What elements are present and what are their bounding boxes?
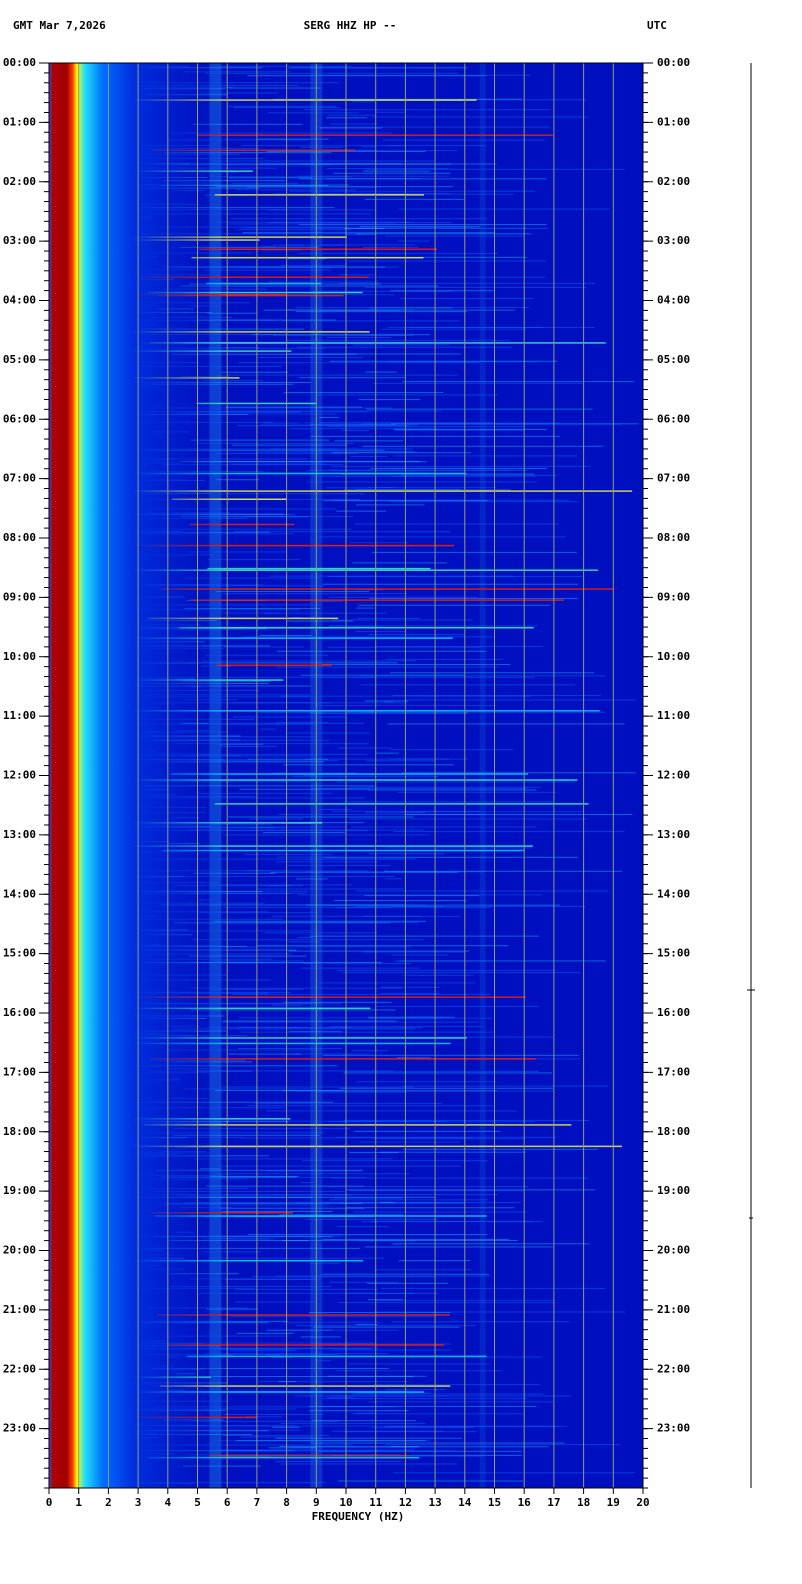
y-tick-label: 22:00: [657, 1362, 690, 1375]
y-tick-label: 14:00: [3, 887, 36, 900]
x-tick-label: 20: [636, 1496, 649, 1509]
x-tick-label: 13: [428, 1496, 441, 1509]
y-tick-label: 18:00: [3, 1125, 36, 1138]
x-tick-label: 12: [399, 1496, 412, 1509]
x-tick-label: 6: [224, 1496, 231, 1509]
y-tick-label: 02:00: [3, 175, 36, 188]
y-tick-label: 04:00: [3, 294, 36, 307]
y-tick-label: 00:00: [3, 56, 36, 69]
y-tick-label: 03:00: [3, 234, 36, 247]
x-tick-label: 9: [313, 1496, 320, 1509]
y-tick-label: 19:00: [657, 1184, 690, 1197]
y-tick-label: 14:00: [657, 887, 690, 900]
y-tick-label: 04:00: [657, 294, 690, 307]
y-tick-label: 10:00: [657, 650, 690, 663]
x-tick-label: 19: [607, 1496, 620, 1509]
y-tick-label: 20:00: [657, 1244, 690, 1257]
y-tick-label: 12:00: [657, 769, 690, 782]
y-tick-label: 23:00: [3, 1422, 36, 1435]
x-axis-title: FREQUENCY (HZ): [312, 1510, 405, 1523]
y-tick-label: 16:00: [657, 1006, 690, 1019]
station-date: GMT Mar 7,2026: [13, 19, 106, 32]
y-tick-label: 06:00: [3, 412, 36, 425]
chart-title: SERG HHZ HP --: [304, 19, 397, 32]
y-tick-label: 23:00: [657, 1422, 690, 1435]
plot-frame: [48, 62, 644, 1489]
x-tick-label: 15: [488, 1496, 501, 1509]
y-tick-label: 07:00: [3, 472, 36, 485]
y-tick-label: 15:00: [657, 947, 690, 960]
x-tick-label: 2: [105, 1496, 112, 1509]
x-tick-label: 3: [135, 1496, 142, 1509]
y-tick-label: 11:00: [3, 709, 36, 722]
y-tick-label: 09:00: [657, 590, 690, 603]
x-tick-label: 14: [458, 1496, 472, 1509]
x-tick-label: 1: [75, 1496, 82, 1509]
y-tick-label: 08:00: [3, 531, 36, 544]
y-tick-label: 13:00: [657, 828, 690, 841]
y-tick-label: 11:00: [657, 709, 690, 722]
y-tick-label: 17:00: [657, 1065, 690, 1078]
y-tick-label: 15:00: [3, 947, 36, 960]
x-tick-label: 4: [164, 1496, 171, 1509]
y-tick-label: 01:00: [657, 115, 690, 128]
y-tick-label: 16:00: [3, 1006, 36, 1019]
x-tick-label: 16: [518, 1496, 532, 1509]
seismogram-trace: [747, 63, 755, 1488]
x-tick-label: 10: [339, 1496, 352, 1509]
y-tick-label: 20:00: [3, 1244, 36, 1257]
x-tick-label: 0: [46, 1496, 53, 1509]
y-tick-label: 08:00: [657, 531, 690, 544]
y-tick-label: 21:00: [3, 1303, 36, 1316]
y-tick-label: 09:00: [3, 590, 36, 603]
x-tick-label: 11: [369, 1496, 383, 1509]
y-tick-label: 21:00: [657, 1303, 690, 1316]
x-tick-label: 8: [283, 1496, 290, 1509]
y-tick-label: 01:00: [3, 115, 36, 128]
y-tick-label: 06:00: [657, 412, 690, 425]
x-tick-label: 7: [254, 1496, 261, 1509]
y-tick-label: 13:00: [3, 828, 36, 841]
y-tick-label: 02:00: [657, 175, 690, 188]
y-tick-label: 18:00: [657, 1125, 690, 1138]
y-tick-label: 03:00: [657, 234, 690, 247]
y-tick-label: 10:00: [3, 650, 36, 663]
y-tick-label: 19:00: [3, 1184, 36, 1197]
y-tick-label: 07:00: [657, 472, 690, 485]
y-tick-label: 05:00: [657, 353, 690, 366]
y-tick-label: 05:00: [3, 353, 36, 366]
y-tick-label: 17:00: [3, 1065, 36, 1078]
timezone-label: UTC: [647, 19, 667, 32]
x-tick-label: 17: [547, 1496, 560, 1509]
y-tick-label: 22:00: [3, 1362, 36, 1375]
y-tick-label: 00:00: [657, 56, 690, 69]
y-tick-label: 12:00: [3, 769, 36, 782]
x-tick-label: 5: [194, 1496, 201, 1509]
x-tick-label: 18: [577, 1496, 590, 1509]
